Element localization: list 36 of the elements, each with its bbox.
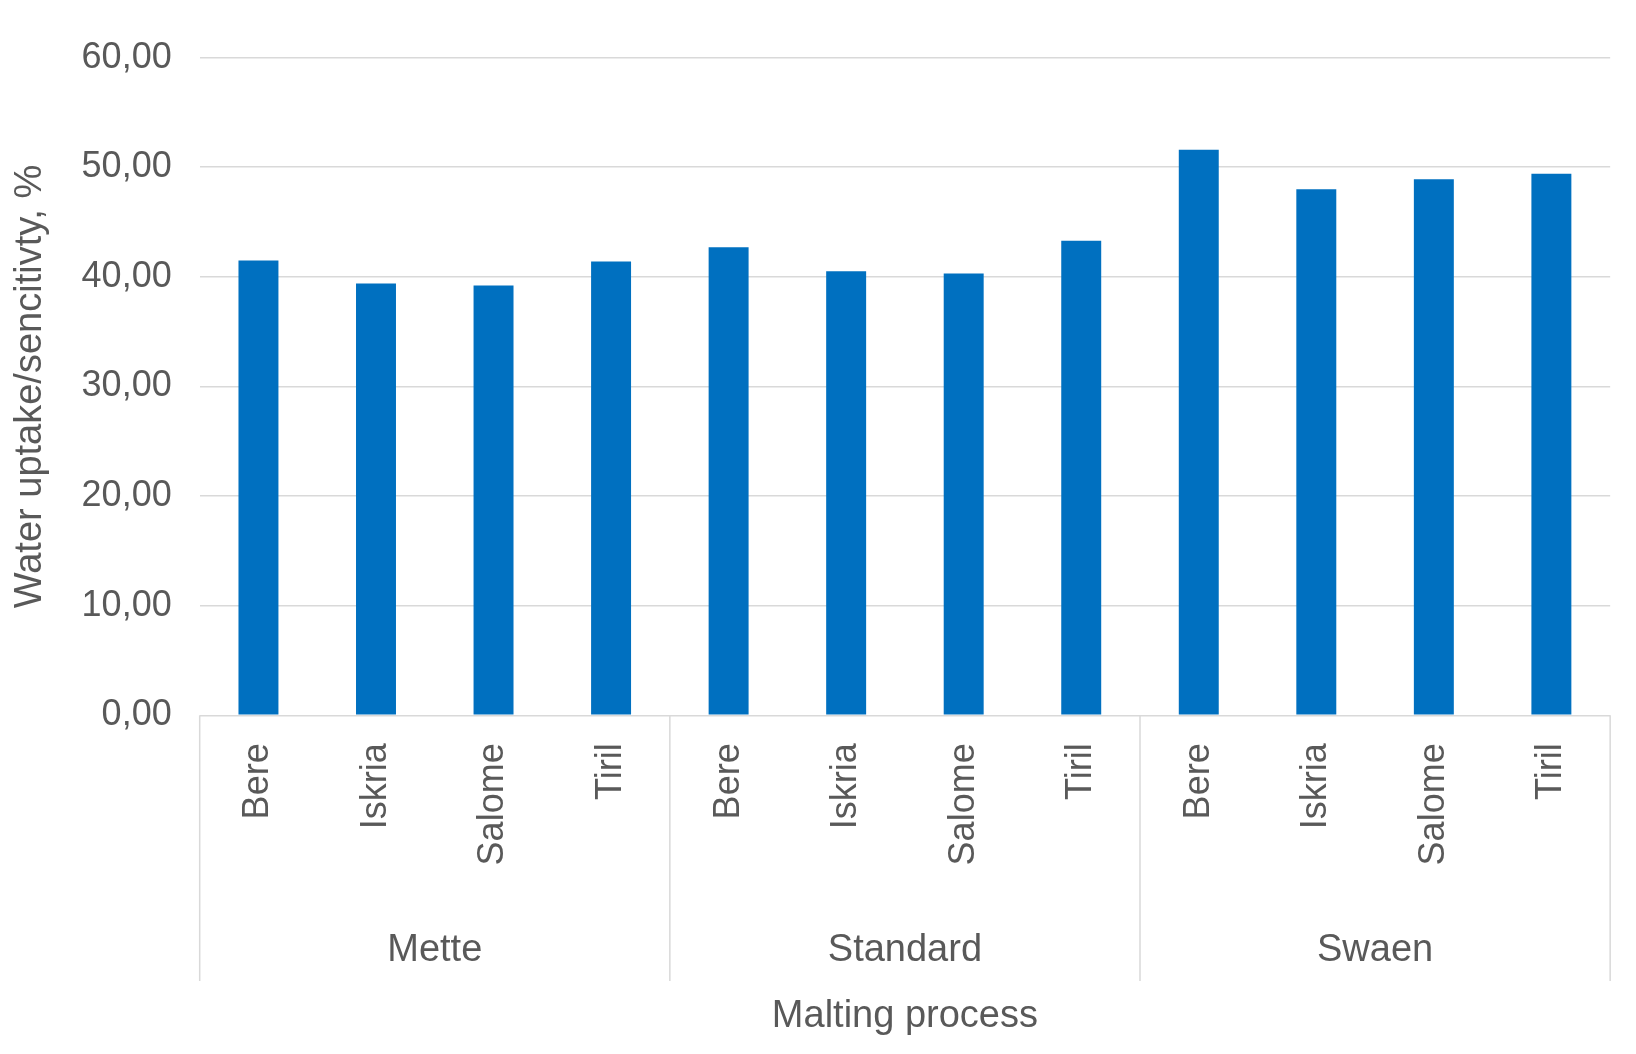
bar [708, 247, 749, 715]
bar [1296, 189, 1337, 715]
y-tick-label: 20,00 [81, 473, 172, 515]
text: Mette [387, 927, 483, 970]
bar [1061, 240, 1102, 715]
bar [356, 283, 396, 715]
x-tick-label: Salome [1410, 743, 1452, 866]
x-tick-label: Salome [470, 743, 512, 866]
y-tick-label: 0,00 [101, 692, 172, 734]
y-tick-label: 40,00 [81, 253, 172, 295]
bar [591, 261, 632, 715]
text: Standard [827, 927, 983, 970]
x-tick-label: Tiril [1058, 743, 1100, 800]
y-tick-label: 60,00 [81, 34, 172, 76]
y-tick-label: 30,00 [81, 363, 172, 405]
x-tick-label: Salome [940, 743, 982, 866]
x-tick-label: Bere [235, 743, 277, 820]
y-tick-label: 10,00 [81, 582, 172, 624]
x-tick-label: Iskria [352, 742, 394, 830]
x-tick-label: Iskria [823, 742, 865, 830]
x-tick-label: Bere [705, 743, 747, 820]
bar [238, 260, 279, 715]
x-tick-label: Bere [1175, 743, 1217, 820]
bar [1178, 149, 1219, 715]
y-axis-title: Water uptake/sencitivty, % [7, 164, 50, 609]
x-tick-label: Tiril [588, 743, 629, 800]
bar [473, 285, 514, 715]
x-axis-title: Malting process [771, 992, 1038, 1035]
bar [1531, 173, 1572, 715]
bar [826, 271, 867, 715]
text: Swaen [1316, 927, 1434, 970]
bar [1413, 179, 1454, 715]
x-tick-label: Iskria [1293, 742, 1335, 830]
y-tick-label: 50,00 [81, 144, 172, 186]
bar [943, 273, 984, 715]
x-tick-label: Tiril [1528, 743, 1570, 800]
